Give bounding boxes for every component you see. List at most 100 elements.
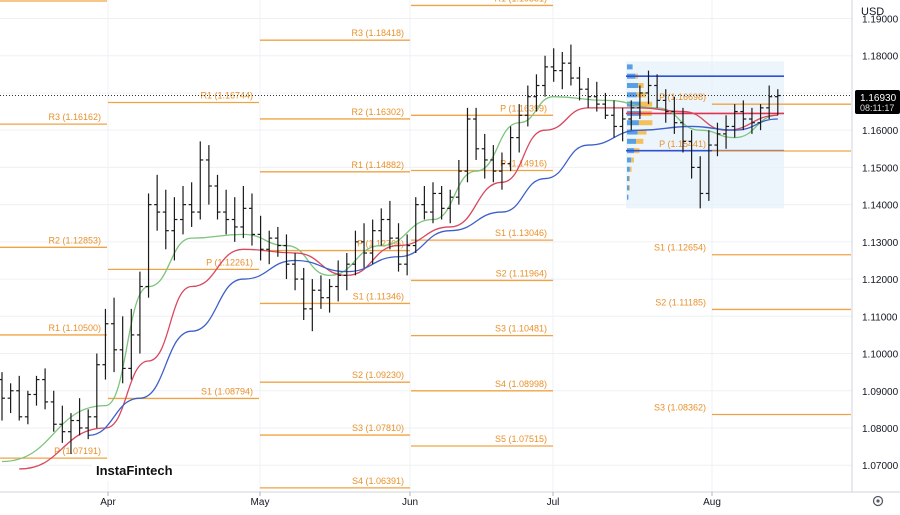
pivot-label: S2 (1.11964) bbox=[496, 268, 547, 278]
profile-bar-orange bbox=[636, 138, 644, 144]
y-tick-label: 1.18000 bbox=[862, 52, 899, 63]
ohlc-bar bbox=[567, 44, 574, 86]
profile-bar-orange bbox=[629, 176, 630, 182]
ohlc-bar bbox=[516, 104, 523, 153]
ohlc-bar bbox=[542, 55, 549, 97]
ohlc-bar bbox=[33, 375, 40, 406]
pivot-label: S3 (1.10481) bbox=[495, 324, 547, 334]
ohlc-bar bbox=[248, 193, 255, 246]
ohlc-bar bbox=[481, 133, 488, 179]
ohlc-bar bbox=[188, 182, 195, 227]
profile-bar-orange bbox=[629, 185, 630, 191]
ohlc-bar bbox=[257, 215, 264, 261]
profile-bar-blue bbox=[627, 92, 637, 98]
ohlc-bar bbox=[361, 223, 368, 268]
profile-bar-orange bbox=[638, 120, 653, 126]
profile-bar-orange bbox=[639, 101, 653, 107]
pivot-label: P (1.16698) bbox=[659, 92, 706, 102]
ohlc-bar bbox=[300, 267, 307, 321]
ohlc-bar bbox=[171, 197, 178, 261]
y-tick-label: 1.07000 bbox=[862, 461, 899, 472]
ohlc-bar bbox=[662, 89, 669, 123]
ohlc-bar bbox=[628, 100, 635, 131]
ohlc-bar bbox=[550, 48, 557, 82]
ohlc-bar bbox=[343, 253, 350, 291]
profile-bar-blue bbox=[627, 185, 630, 191]
ohlc-bar bbox=[576, 66, 583, 101]
ohlc-bar bbox=[162, 189, 169, 250]
x-tick-label: May bbox=[251, 497, 270, 508]
ohlc-bar bbox=[93, 353, 100, 428]
ohlc-bar bbox=[145, 193, 152, 298]
watermark-bg bbox=[92, 459, 164, 481]
price-bars bbox=[0, 44, 781, 455]
currency-label[interactable]: USD bbox=[861, 6, 884, 18]
price-tag: 1.16930 08:11:17 bbox=[855, 90, 900, 114]
ohlc-bar bbox=[111, 297, 118, 373]
pivot-label: S3 (1.07810) bbox=[352, 423, 404, 433]
ohlc-bar bbox=[395, 223, 402, 272]
pivot-label: S3 (1.08362) bbox=[654, 402, 706, 412]
ohlc-bar bbox=[430, 182, 436, 224]
ohlc-bar bbox=[369, 219, 376, 265]
pivot-label: P (1.12766) bbox=[357, 239, 404, 249]
ohlc-bar bbox=[464, 107, 471, 183]
ohlc-bar bbox=[335, 260, 342, 302]
ohlc-bar bbox=[645, 70, 652, 105]
profile-bar-blue bbox=[627, 166, 630, 172]
profile-bar-blue bbox=[627, 64, 633, 70]
pivot-label: R1 (1.16744) bbox=[200, 90, 253, 100]
volume-profile bbox=[626, 61, 784, 209]
pivot-label: S2 (1.09230) bbox=[352, 370, 404, 380]
ohlc-bar bbox=[757, 104, 764, 131]
pivot-label: P (1.14916) bbox=[500, 159, 547, 169]
price-tag-value: 1.16930 bbox=[860, 93, 897, 104]
pivot-label: S2 (1.11185) bbox=[655, 297, 706, 307]
watermark-text: InstaFintech bbox=[96, 463, 173, 478]
ohlc-bar bbox=[136, 271, 143, 354]
ohlc-bar bbox=[283, 234, 290, 280]
profile-bar-blue bbox=[627, 157, 632, 163]
pivot-label: R1 (1.14882) bbox=[351, 160, 404, 170]
ohlc-bar bbox=[231, 197, 238, 242]
pivot-label: R2 (1.12853) bbox=[48, 235, 101, 245]
settings-icon[interactable] bbox=[872, 495, 884, 507]
ohlc-bar bbox=[766, 85, 773, 120]
profile-bar-blue bbox=[627, 176, 630, 182]
x-tick-label: Jun bbox=[402, 497, 418, 508]
profile-bar-orange bbox=[636, 92, 646, 98]
profile-bar-orange bbox=[631, 157, 634, 163]
ohlc-bar bbox=[180, 186, 187, 235]
ohlc-bar bbox=[24, 390, 31, 425]
ohlc-bar bbox=[378, 208, 385, 246]
y-tick-label: 1.14000 bbox=[862, 201, 899, 212]
ohlc-bar bbox=[671, 96, 678, 134]
price-tag-bg bbox=[855, 90, 900, 114]
price-axis[interactable] bbox=[852, 0, 900, 510]
ohlc-bar bbox=[67, 413, 74, 455]
ohlc-bar bbox=[59, 405, 66, 443]
profile-bar-blue bbox=[627, 138, 637, 144]
ohlc-bar bbox=[7, 383, 14, 414]
y-tick-label: 1.11000 bbox=[862, 312, 898, 323]
ohlc-bar bbox=[602, 92, 609, 120]
ohlc-bar bbox=[16, 375, 23, 421]
ohlc-bar bbox=[223, 189, 230, 235]
pivot-label: S4 (1.06391) bbox=[352, 476, 404, 486]
currency-button[interactable]: USD bbox=[861, 6, 884, 18]
ohlc-bar bbox=[266, 230, 273, 265]
y-tick-label: 1.12000 bbox=[862, 275, 899, 286]
ohlc-bar bbox=[679, 107, 686, 153]
ohlc-bar bbox=[524, 85, 531, 127]
profile-bar-orange bbox=[638, 83, 644, 89]
y-tick-label: 1.09000 bbox=[862, 387, 899, 398]
ohlc-bar bbox=[636, 85, 643, 120]
ohlc-bar bbox=[740, 100, 747, 131]
y-tick-label: 1.08000 bbox=[862, 424, 899, 435]
ohlc-bar bbox=[128, 308, 135, 380]
ohlc-bar bbox=[447, 189, 454, 224]
time-axis-ticks: Apr May Jun Jul Aug bbox=[100, 492, 721, 508]
pivot-label: P (1.12261) bbox=[206, 257, 253, 267]
